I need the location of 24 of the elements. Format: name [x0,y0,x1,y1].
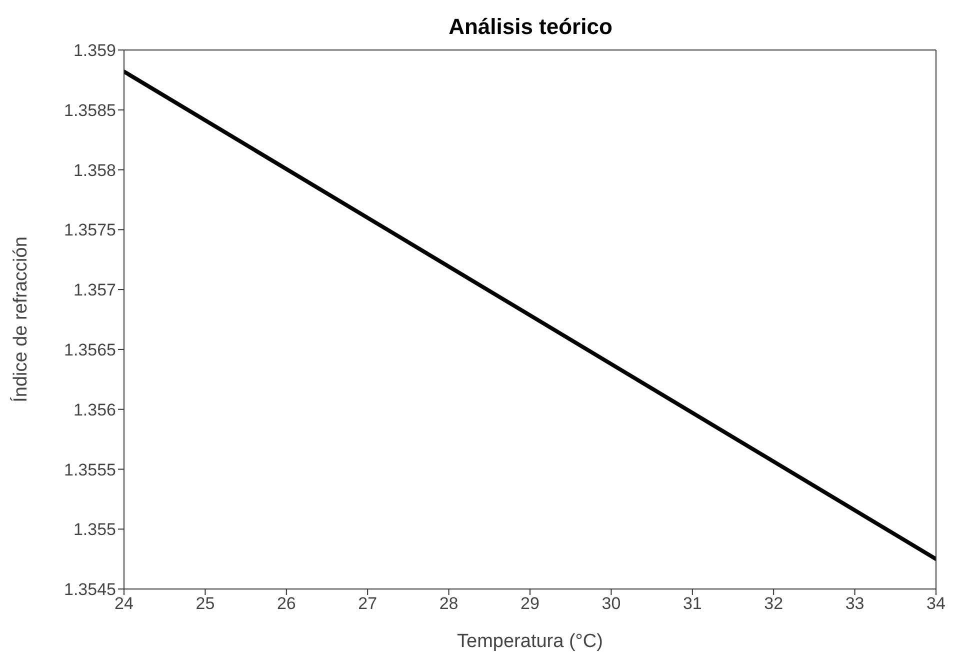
y-tick-label: 1.3545 [64,580,116,600]
x-tick-label: 26 [276,594,296,614]
x-tick-label: 33 [845,594,864,614]
y-tick-label: 1.356 [73,400,116,420]
x-axis-title: Temperatura (°C) [457,631,603,652]
y-tick-label: 1.358 [73,160,116,180]
x-tick-label: 34 [926,594,946,614]
y-tick-label: 1.3585 [64,100,116,120]
x-tick-label: 32 [764,594,784,614]
y-tick-label: 1.357 [73,280,116,300]
y-tick-label: 1.3555 [64,460,116,480]
y-axis-title: Índice de refracción [10,236,32,402]
x-tick-label: 25 [196,594,215,614]
x-tick-label: 27 [358,594,378,614]
x-tick-label: 24 [114,594,134,614]
x-tick-label: 29 [520,594,540,614]
y-tick-label: 1.3565 [64,340,116,360]
y-tick-label: 1.359 [73,41,116,60]
chart-title: Análisis teórico [448,14,614,40]
y-tick-label: 1.3575 [64,220,116,240]
x-tick-label: 30 [602,594,621,614]
y-tick-label: 1.355 [73,520,116,540]
x-tick-label: 31 [682,594,702,614]
x-tick-label: 28 [439,594,458,614]
